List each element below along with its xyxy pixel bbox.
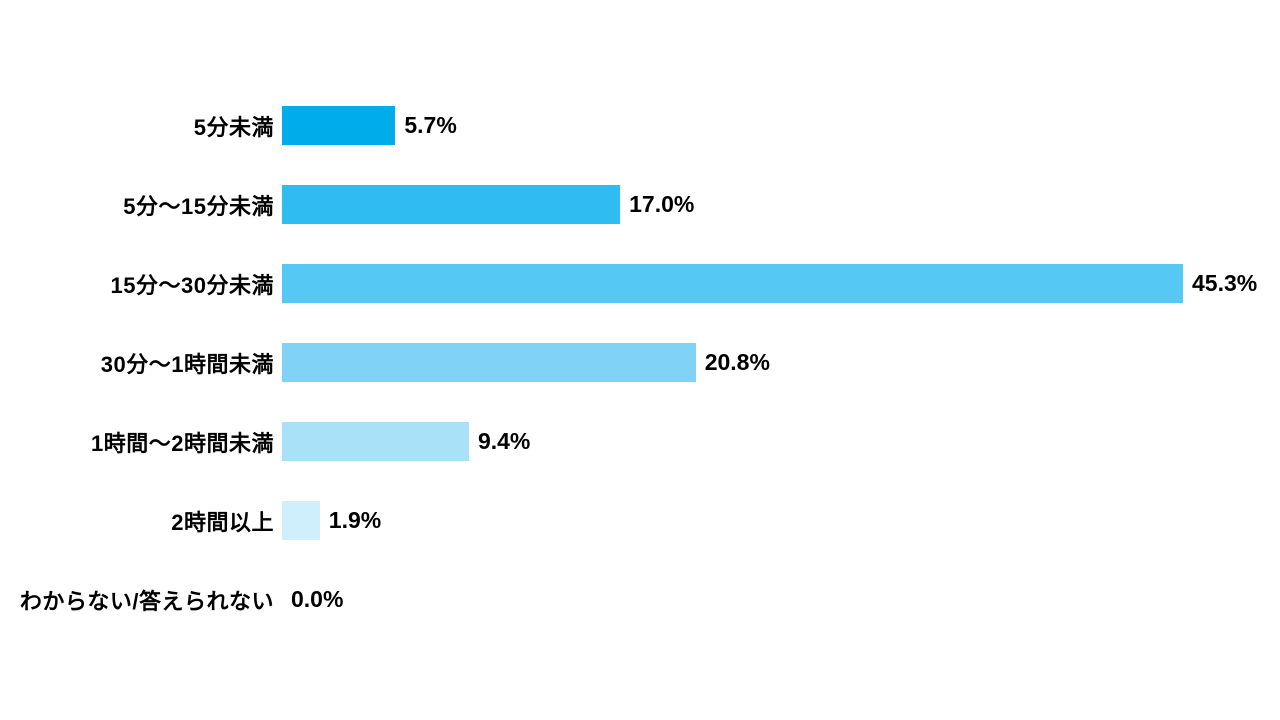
chart-row: 1時間〜2時間未満 9.4% <box>0 422 1280 461</box>
category-label: 5分未満 <box>193 114 274 140</box>
chart-rows: 5分未満 5.7% 5分〜15分未満 17.0% 15分〜30分未満 45.3% 30分〜1… <box>0 106 1280 619</box>
category-label: 15分〜30分未満 <box>110 272 274 298</box>
bar <box>282 264 1184 303</box>
chart-row: 15分〜30分未満 45.3% <box>0 264 1280 303</box>
category-label: 5分〜15分未満 <box>123 193 274 219</box>
category-label: 30分〜1時間未満 <box>100 351 274 377</box>
category-label: 2時間以上 <box>171 509 274 535</box>
chart-row: 5分〜15分未満 17.0% <box>0 185 1280 224</box>
category-label: 1時間〜2時間未満 <box>91 430 274 456</box>
value-label: 5.7% <box>404 112 457 138</box>
bar <box>282 343 696 382</box>
chart-row: 2時間以上 1.9% <box>0 501 1280 540</box>
bar <box>282 185 621 224</box>
bar <box>282 106 396 145</box>
value-label: 45.3% <box>1192 270 1258 296</box>
bar <box>282 501 320 540</box>
chart-row: わからない/答えられない 0.0% <box>0 580 1280 619</box>
chart-row: 5分未満 5.7% <box>0 106 1280 145</box>
value-label: 1.9% <box>328 507 382 533</box>
bar <box>282 422 469 461</box>
value-label: 9.4% <box>477 428 531 454</box>
value-label: 0.0% <box>291 586 344 612</box>
value-label: 20.8% <box>704 349 770 375</box>
value-label: 17.0% <box>629 191 695 217</box>
category-label: わからない/答えられない <box>19 588 274 614</box>
chart-row: 30分〜1時間未満 20.8% <box>0 343 1280 382</box>
